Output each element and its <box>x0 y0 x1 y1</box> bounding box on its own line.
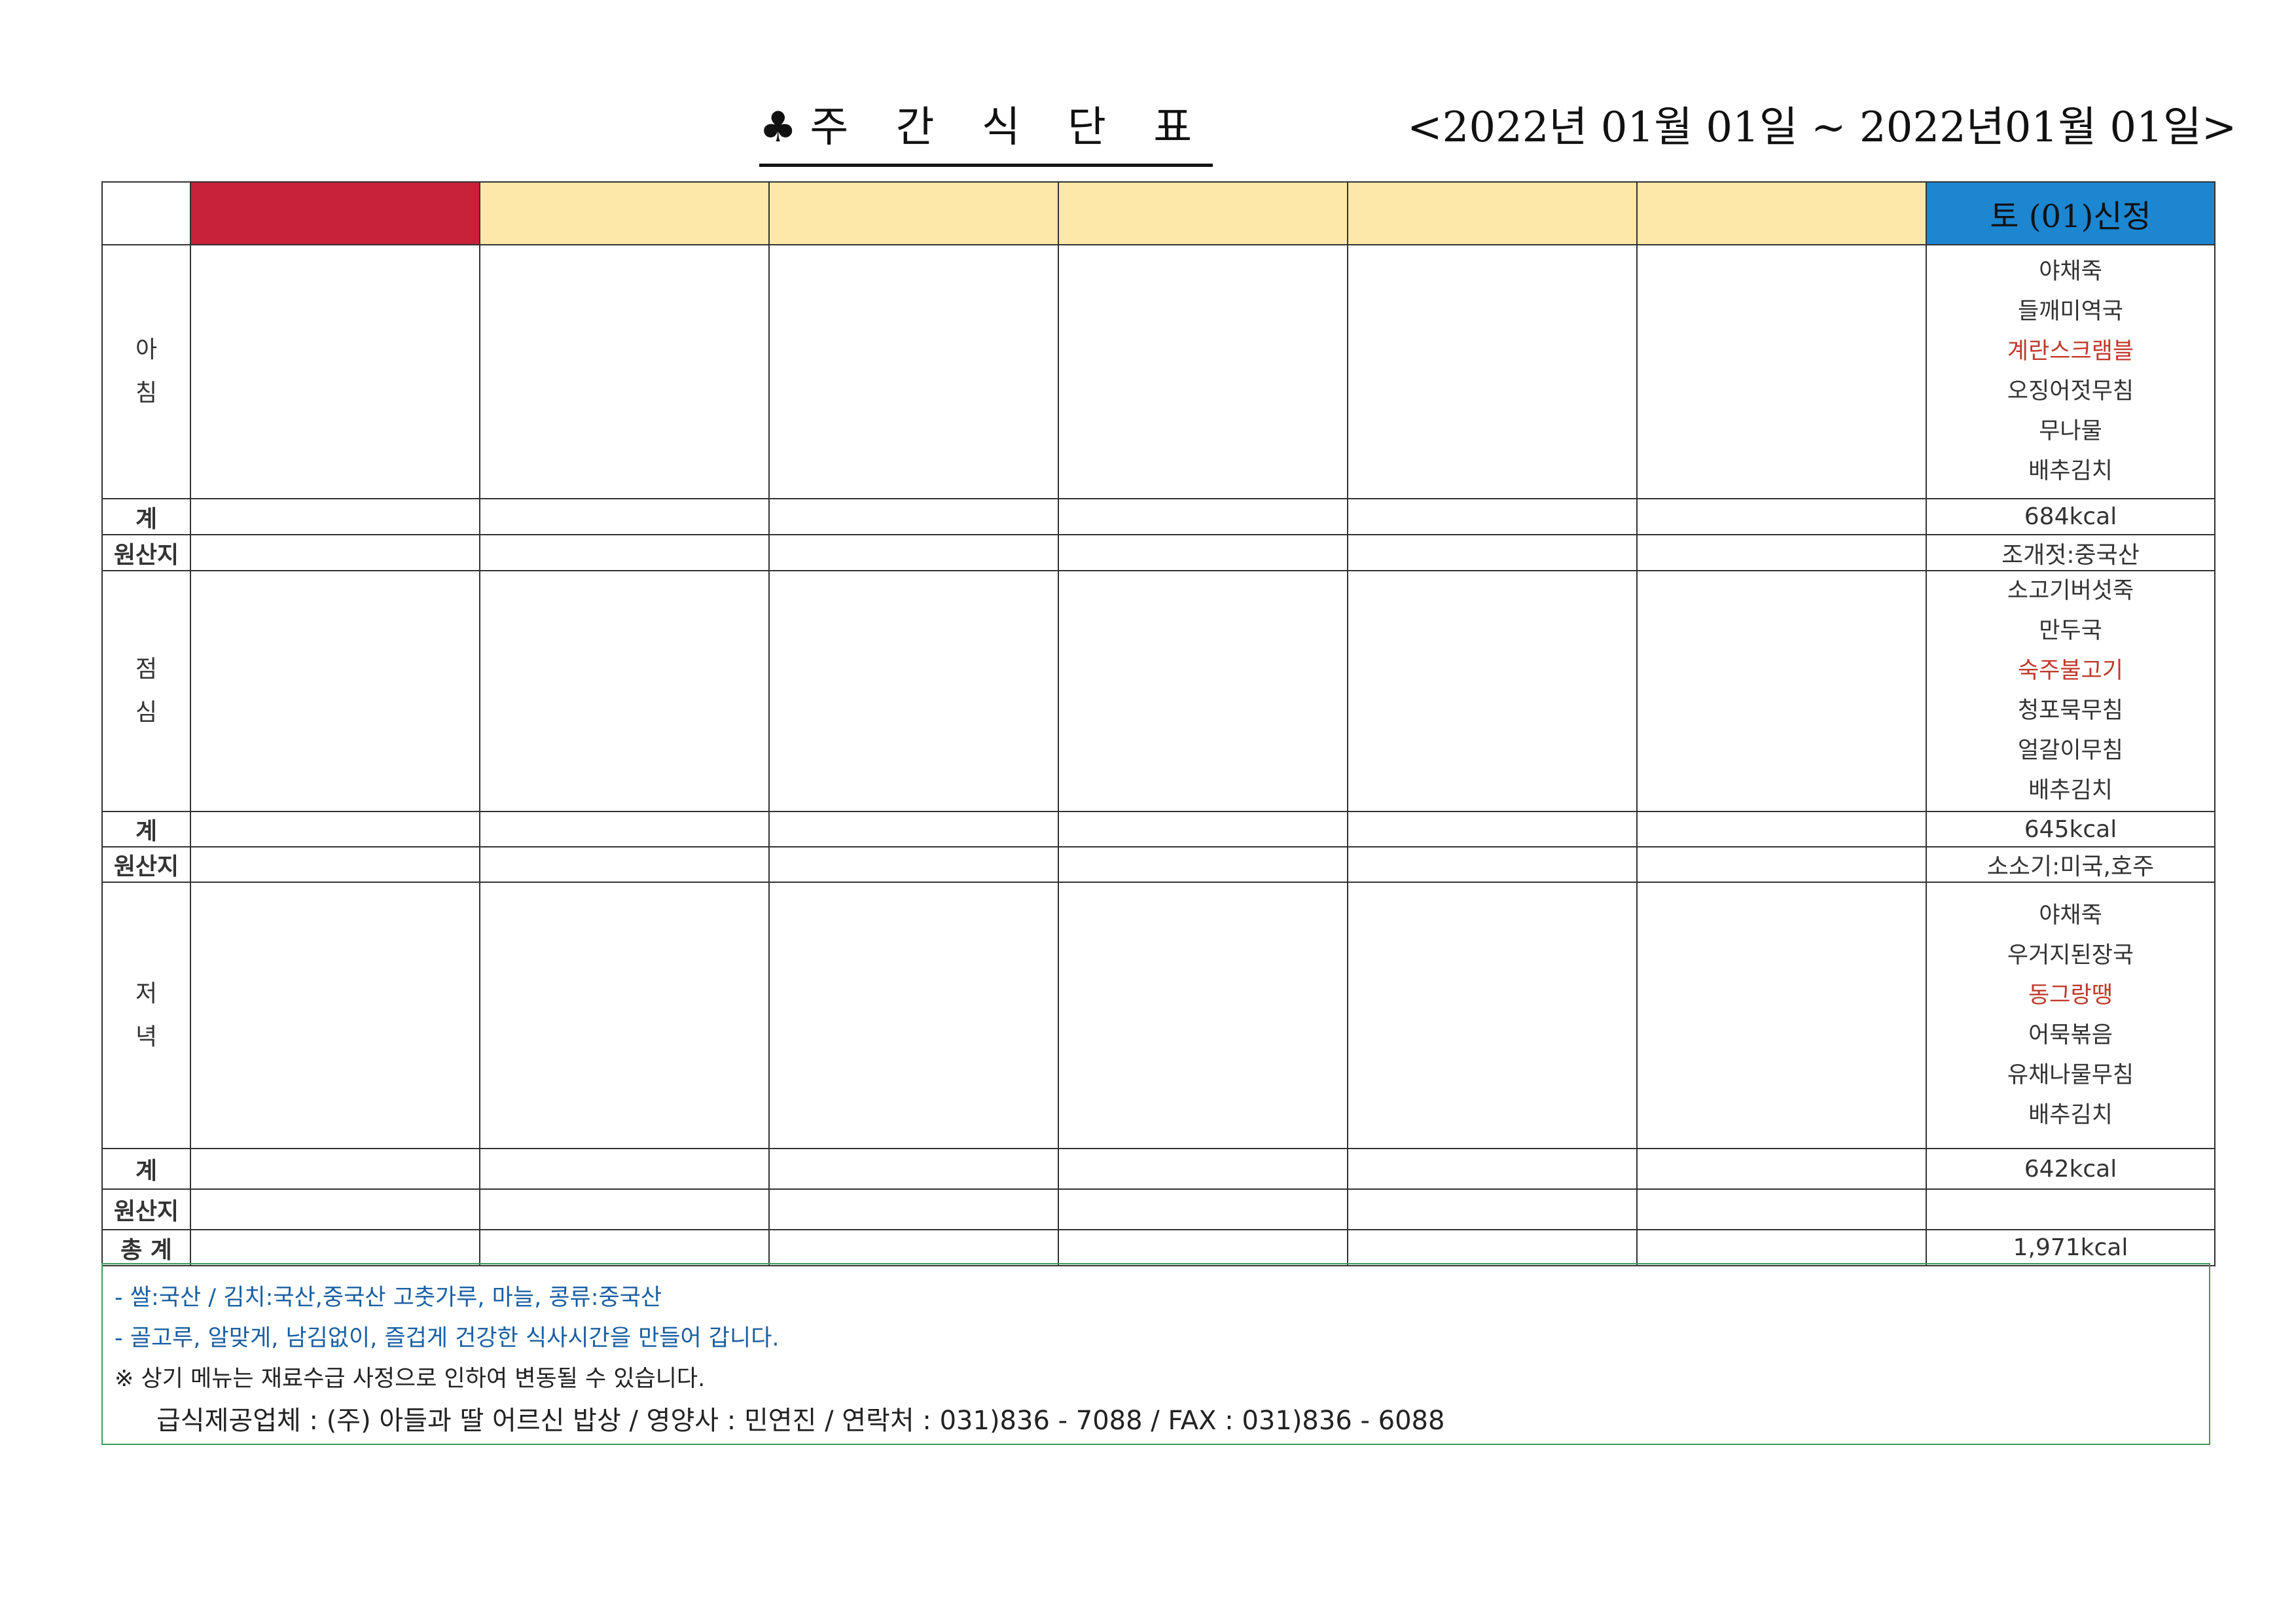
dish-item: 야채죽 <box>2039 902 2102 929</box>
breakfast-origin: 조개젓:중국산 <box>1926 534 2215 571</box>
lunch-total-row: 계 645kcal <box>101 811 2215 847</box>
dish-item: 배추김치 <box>2028 458 2113 484</box>
note-disclaimer: ※ 상기 메뉴는 재료수급 사정으로 인하여 변동될 수 있습니다. <box>115 1366 706 1392</box>
title-text: 주 간 식 단 표 <box>810 103 1210 152</box>
dish-item-highlight: 계란스크램블 <box>2007 338 2134 365</box>
breakfast-total-kcal: 684kcal <box>1926 498 2215 535</box>
dish-item: 배추김치 <box>2028 1101 2113 1128</box>
notes-box: - 쌀:국산 / 김치:국산,중국산 고춧가루, 마늘, 콩류:중국산 - 골고… <box>101 1263 2210 1445</box>
breakfast-origin-row: 원산지 조개젓:중국산 <box>101 534 2215 571</box>
day-header-3 <box>768 181 1059 245</box>
dinner-origin-row: 원산지 <box>101 1188 2215 1230</box>
dish-item: 만두국 <box>2039 618 2102 644</box>
lunch-saturday-menu: 소고기버섯죽 만두국 숙주불고기 청포묵무침 얼갈이무침 배추김치 <box>1926 570 2215 812</box>
club-icon: ♣ <box>759 103 810 152</box>
grand-total-kcal: 1,971kcal <box>1926 1229 2215 1266</box>
dish-item: 소고기버섯죽 <box>2007 578 2134 604</box>
dinner-total-row: 계 642kcal <box>101 1148 2215 1190</box>
dinner-total-label: 계 <box>101 1148 191 1190</box>
dish-item: 오징어젓무침 <box>2007 378 2134 404</box>
lunch-total-kcal: 645kcal <box>1926 811 2215 847</box>
dinner-total-kcal: 642kcal <box>1926 1148 2215 1190</box>
day-header-2 <box>479 181 770 245</box>
dinner-origin <box>1926 1188 2215 1230</box>
lunch-total-label: 계 <box>101 811 191 847</box>
dish-item: 어묵볶음 <box>2028 1022 2113 1048</box>
day-header-4 <box>1058 181 1348 245</box>
dish-item: 우거지된장국 <box>2007 942 2134 969</box>
dish-item: 들깨미역국 <box>2017 298 2123 325</box>
lunch-origin-label: 원산지 <box>101 846 191 883</box>
day-header-6 <box>1636 181 1927 245</box>
dish-item: 배추김치 <box>2028 777 2113 804</box>
breakfast-total-row: 계 684kcal <box>101 498 2215 535</box>
day-header-saturday: 토 (01)신정 <box>1926 181 2215 245</box>
dish-item-highlight: 숙주불고기 <box>2017 658 2123 684</box>
day-header-row: 토 (01)신정 <box>101 181 2215 245</box>
note-provider-contact: 급식제공업체 : (주) 아들과 딸 어르신 밥상 / 영양사 : 민연진 / … <box>156 1406 1445 1436</box>
breakfast-origin-label: 원산지 <box>101 534 191 571</box>
dish-item: 야채죽 <box>2039 259 2102 285</box>
dish-item: 유채나물무침 <box>2007 1061 2134 1088</box>
dish-item: 청포묵무침 <box>2017 698 2123 724</box>
breakfast-total-label: 계 <box>101 498 191 535</box>
date-range: <2022년 01월 01일 ~ 2022년01월 01일> <box>1407 103 2237 152</box>
dinner-origin-label: 원산지 <box>101 1188 191 1230</box>
grand-total-label: 총 계 <box>101 1229 191 1266</box>
page-title: ♣주 간 식 단 표 <box>759 92 1213 167</box>
dish-item: 무나물 <box>2039 418 2102 444</box>
day-header-5 <box>1347 181 1638 245</box>
dish-item-highlight: 동그랑땡 <box>2028 982 2113 1008</box>
breakfast-saturday-menu: 야채죽 들깨미역국 계란스크램블 오징어젓무침 무나물 배추김치 <box>1926 244 2215 499</box>
dish-item: 얼갈이무침 <box>2017 738 2123 764</box>
lunch-origin: 소소기:미국,호주 <box>1926 846 2215 883</box>
note-origin: - 쌀:국산 / 김치:국산,중국산 고춧가루, 마늘, 콩류:중국산 <box>115 1285 662 1311</box>
lunch-origin-row: 원산지 소소기:미국,호주 <box>101 846 2215 883</box>
corner-cell <box>101 181 191 245</box>
grand-total-row: 총 계 1,971kcal <box>101 1229 2215 1266</box>
day-header-1 <box>190 181 480 245</box>
note-slogan: - 골고루, 알맞게, 남김없이, 즐겁게 건강한 식사시간을 만들어 갑니다. <box>115 1325 780 1351</box>
dinner-saturday-menu: 야채죽 우거지된장국 동그랑땡 어묵볶음 유채나물무침 배추김치 <box>1926 882 2215 1149</box>
